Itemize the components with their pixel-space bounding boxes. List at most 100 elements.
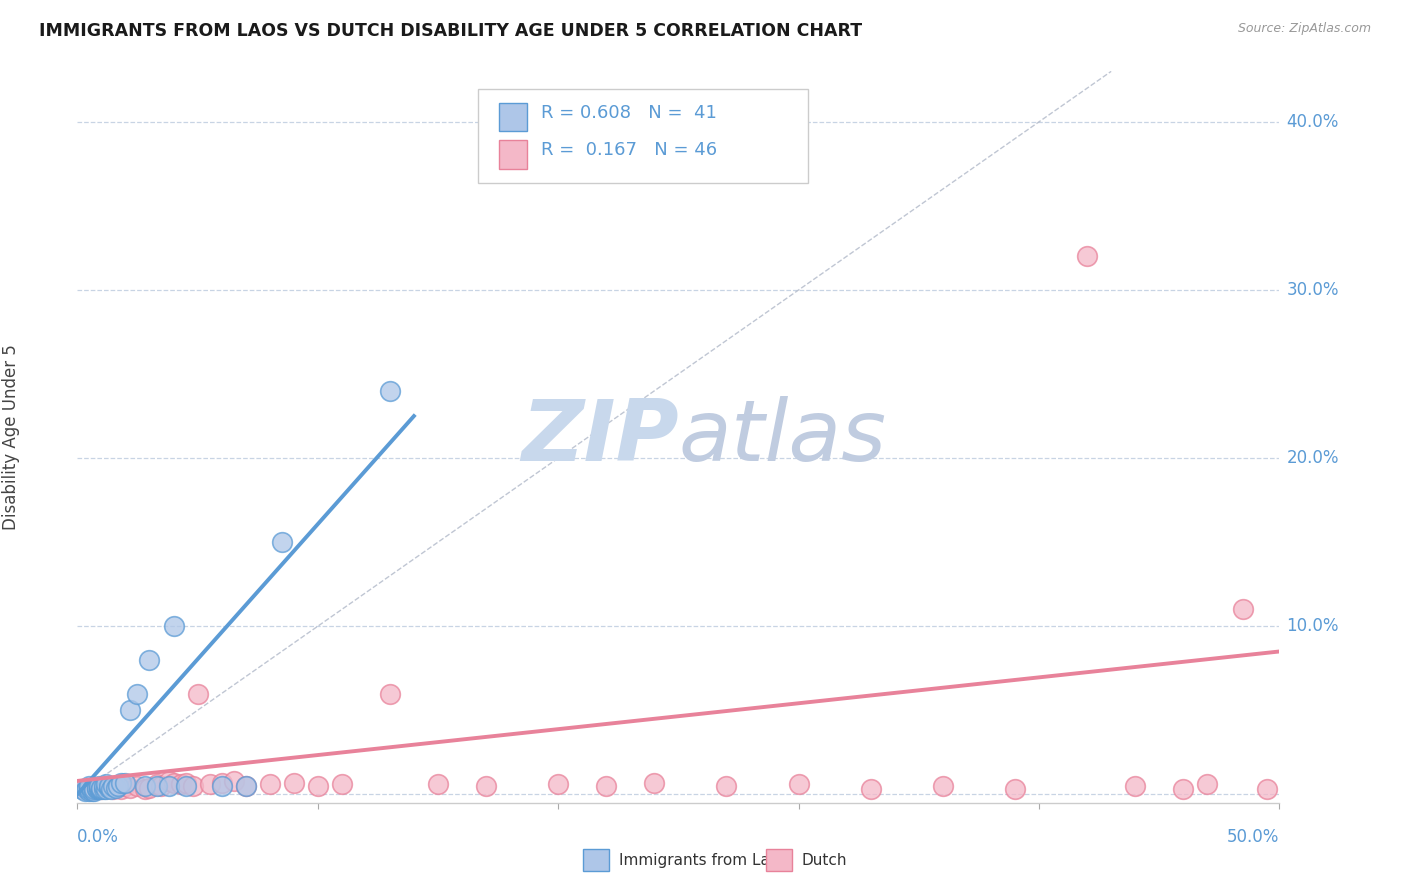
Point (110, 782, 132, 797)
Point (475, 779, 498, 793)
Text: 30.0%: 30.0% (1286, 281, 1339, 299)
Point (211, 779, 233, 793)
Point (87, 779, 110, 793)
Point (1256, 782, 1278, 797)
Point (174, 775, 197, 789)
Point (100, 782, 122, 797)
Point (110, 775, 132, 789)
Point (378, 384, 401, 398)
Point (222, 773, 245, 788)
Point (83, 782, 105, 797)
Point (1232, 602, 1254, 616)
Point (90, 782, 112, 797)
Point (73, 782, 96, 797)
Point (114, 775, 136, 789)
Point (307, 779, 329, 793)
Point (211, 775, 233, 789)
Point (76, 782, 98, 797)
Point (235, 779, 257, 793)
Text: ZIP: ZIP (520, 395, 679, 479)
Point (162, 775, 184, 789)
Point (145, 779, 167, 793)
Text: R =  0.167   N = 46: R = 0.167 N = 46 (541, 141, 717, 159)
Point (79, 784, 101, 798)
Point (79, 779, 101, 793)
Point (96, 780, 118, 795)
Point (104, 780, 127, 795)
Point (547, 777, 569, 791)
Point (595, 779, 617, 793)
Text: 20.0%: 20.0% (1286, 449, 1339, 467)
Point (80, 784, 103, 798)
Point (70, 782, 93, 797)
Point (145, 777, 167, 791)
Point (1123, 779, 1146, 793)
Point (134, 779, 156, 793)
Text: 40.0%: 40.0% (1286, 112, 1339, 131)
Point (198, 777, 221, 791)
Point (1173, 782, 1195, 797)
Point (86, 780, 108, 795)
Point (1004, 782, 1026, 797)
Text: IMMIGRANTS FROM LAOS VS DUTCH DISABILITY AGE UNDER 5 CORRELATION CHART: IMMIGRANTS FROM LAOS VS DUTCH DISABILITY… (39, 22, 862, 40)
Point (181, 779, 204, 793)
Point (330, 777, 353, 791)
Text: R = 0.608   N =  41: R = 0.608 N = 41 (541, 103, 717, 121)
Text: atlas: atlas (679, 395, 886, 479)
Point (138, 780, 160, 795)
Point (114, 779, 136, 793)
Point (157, 779, 180, 793)
Point (86, 782, 108, 797)
Point (73, 784, 96, 798)
Point (932, 779, 955, 793)
Point (1197, 777, 1219, 791)
Text: Dutch: Dutch (801, 854, 846, 868)
Point (186, 686, 209, 700)
Text: 0.0%: 0.0% (77, 828, 120, 846)
Point (103, 779, 125, 793)
Point (157, 773, 180, 788)
Point (96, 782, 118, 797)
Point (120, 703, 142, 717)
Point (138, 653, 160, 667)
Text: Disability Age Under 5: Disability Age Under 5 (3, 344, 20, 530)
Point (378, 686, 401, 700)
Point (79, 782, 101, 797)
Point (87, 780, 110, 795)
Point (86, 782, 108, 797)
Point (93, 782, 115, 797)
Point (859, 782, 882, 797)
Point (134, 782, 156, 797)
Point (787, 777, 810, 791)
Point (79, 782, 101, 797)
Text: Source: ZipAtlas.com: Source: ZipAtlas.com (1237, 22, 1371, 36)
Point (97, 780, 120, 795)
Text: Immigrants from Laos: Immigrants from Laos (619, 854, 787, 868)
Point (127, 686, 149, 700)
Point (716, 779, 738, 793)
Point (90, 780, 112, 795)
Point (80, 782, 103, 797)
Point (96, 777, 118, 791)
Point (97, 779, 120, 793)
Point (174, 779, 197, 793)
Point (127, 779, 149, 793)
Point (283, 775, 305, 789)
Text: 10.0%: 10.0% (1286, 617, 1339, 635)
Point (107, 779, 129, 793)
Text: 50.0%: 50.0% (1227, 828, 1279, 846)
Point (235, 779, 257, 793)
Point (643, 775, 665, 789)
Point (90, 782, 112, 797)
Point (103, 782, 125, 797)
Point (162, 619, 184, 633)
Point (427, 777, 450, 791)
Point (93, 779, 115, 793)
Point (83, 784, 105, 798)
Point (150, 779, 173, 793)
Point (170, 777, 193, 791)
Point (120, 780, 142, 795)
Point (259, 777, 281, 791)
Point (1076, 249, 1098, 263)
Point (87, 782, 110, 797)
